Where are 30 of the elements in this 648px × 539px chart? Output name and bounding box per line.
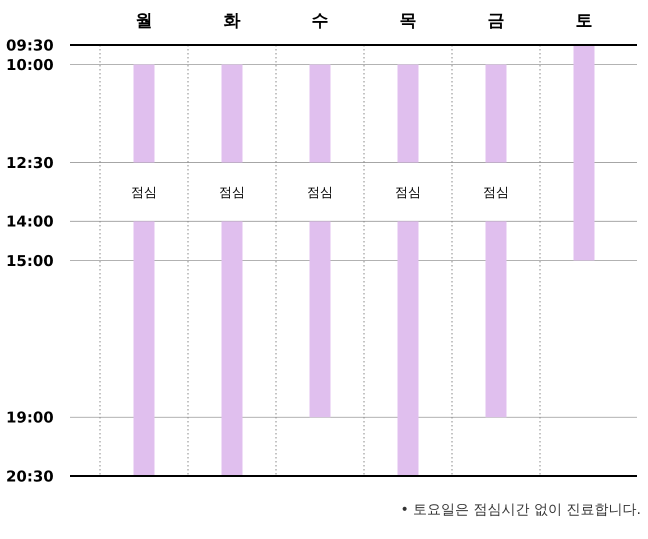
y-tick-label: 19:00 — [6, 408, 54, 426]
x-tick-label: 토 — [576, 11, 592, 31]
x-tick-label: 수 — [312, 11, 328, 31]
x-tick-label: 금 — [488, 11, 504, 31]
bar — [486, 221, 506, 418]
bar — [574, 45, 594, 260]
y-tick-label: 14:00 — [6, 212, 54, 231]
bar — [398, 64, 418, 163]
y-tick-label: 12:30 — [6, 154, 54, 172]
bar — [310, 221, 330, 418]
y-tick-label: 09:30 — [6, 36, 54, 54]
x-tick-label: 월 — [136, 11, 152, 31]
y-tick-label: 20:30 — [6, 467, 54, 486]
bar — [486, 64, 506, 163]
annotation: 점심 — [131, 185, 157, 200]
y-tick-label: 15:00 — [6, 252, 54, 270]
x-tick-label: 화 — [224, 11, 240, 31]
annotation: 점심 — [307, 185, 333, 200]
bar — [398, 221, 418, 476]
annotation: 점심 — [395, 185, 421, 200]
bar — [134, 64, 154, 163]
bar — [310, 64, 330, 163]
annotation: 점심 — [483, 185, 509, 200]
bar — [222, 221, 242, 476]
bar — [222, 64, 242, 163]
x-tick-label: 목 — [400, 11, 416, 31]
bar — [134, 221, 154, 476]
y-tick-label: 10:00 — [6, 56, 54, 74]
annotation: 점심 — [219, 185, 245, 200]
text: • 토요일은 점심시간 없이 진료합니다. — [400, 502, 641, 518]
